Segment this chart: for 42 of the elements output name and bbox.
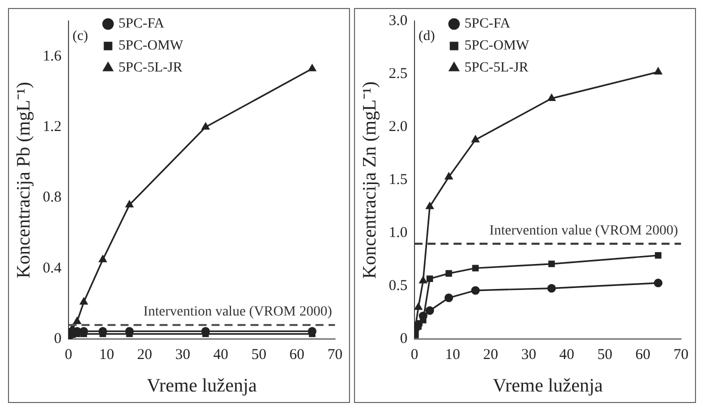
y-tick-label: 1.2 [42, 119, 62, 136]
y-axis-title: Koncentracija Pb (mgL⁻¹) [13, 82, 34, 278]
y-tick-label: 1.0 [388, 225, 408, 242]
y-tick-label: 0 [400, 331, 408, 348]
x-tick-label: 10 [445, 347, 460, 364]
x-tick-label: 0 [64, 347, 72, 364]
x-tick-label: 50 [251, 347, 266, 364]
y-tick-label: 0.5 [388, 278, 408, 294]
x-axis-title: Vreme luženja [146, 376, 258, 397]
x-tick-label: 40 [559, 347, 574, 364]
x-tick-label: 60 [289, 347, 304, 364]
legend-label: 5PC-OMW [118, 38, 184, 54]
y-tick-label: 2.5 [388, 66, 408, 82]
ref-line-label: Intervention value (VROM 2000) [489, 223, 678, 238]
ref-line-label: Intervention value (VROM 2000) [143, 304, 332, 320]
x-tick-label: 20 [483, 347, 498, 364]
x-tick-label: 70 [674, 347, 688, 364]
y-tick-label: 0.4 [42, 260, 62, 276]
x-tick-label: 60 [635, 347, 650, 364]
y-tick-label: 0.8 [42, 190, 62, 206]
x-tick-label: 30 [175, 347, 190, 364]
x-tick-label: 20 [137, 347, 152, 364]
x-tick-label: 50 [597, 347, 612, 364]
y-tick-label: 1.5 [388, 172, 408, 188]
y-axis-title: Koncentracija Zn (mgL⁻¹) [359, 81, 380, 279]
x-tick-label: 30 [521, 347, 536, 364]
legend-label: 5PC-5L-JR [464, 60, 529, 76]
y-tick-label: 0 [54, 331, 62, 348]
y-tick-label: 2.0 [388, 119, 408, 136]
legend-label: 5PC-OMW [464, 38, 530, 54]
legend-label: 5PC-FA [464, 16, 512, 32]
x-axis-title: Vreme luženja [492, 376, 604, 397]
legend-label: 5PC-FA [118, 16, 166, 32]
x-tick-label: 0 [410, 347, 418, 364]
x-tick-label: 10 [99, 347, 114, 364]
annotation: (c) [72, 28, 88, 46]
x-tick-label: 40 [213, 347, 228, 364]
legend-label: 5PC-5L-JR [118, 60, 183, 76]
annotation: (d) [418, 28, 435, 46]
y-tick-label: 1.6 [42, 48, 62, 64]
y-tick-label: 3.0 [388, 12, 408, 29]
x-tick-label: 70 [328, 347, 342, 364]
